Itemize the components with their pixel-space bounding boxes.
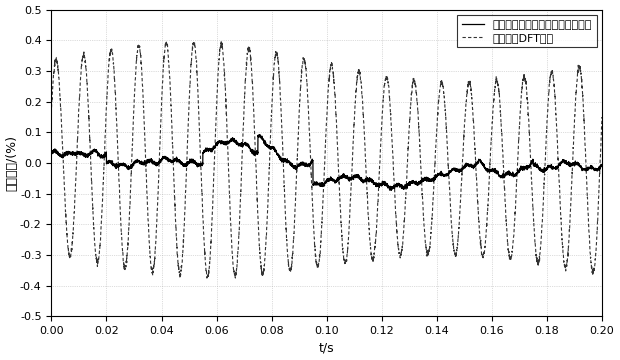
混合递推DFT算法 <box>448 225 456 229</box>
Y-axis label: 幅値误差/(%): 幅値误差/(%) <box>6 135 19 191</box>
混合递推DFT算法 <box>284 251 291 255</box>
基于三次样条插値的同步相量算法 <box>256 132 264 137</box>
混合递推DFT算法 <box>598 116 606 120</box>
混合递推DFT算法 <box>309 219 317 223</box>
Line: 基于三次样条插値的同步相量算法: 基于三次样条插値的同步相量算法 <box>51 135 602 190</box>
基于三次样条插値的同步相量算法 <box>48 150 55 154</box>
混合递推DFT算法 <box>554 159 562 163</box>
混合递推DFT算法 <box>48 105 55 110</box>
混合递推DFT算法 <box>190 39 198 44</box>
基于三次样条插値的同步相量算法 <box>554 165 562 170</box>
基于三次样条插値的同步相量算法 <box>279 156 286 160</box>
Legend: 基于三次样条插値的同步相量算法, 混合递推DFT算法: 基于三次样条插値的同步相量算法, 混合递推DFT算法 <box>457 15 596 47</box>
混合递推DFT算法 <box>279 155 286 159</box>
混合递推DFT算法 <box>582 148 589 152</box>
Line: 混合递推DFT算法: 混合递推DFT算法 <box>51 41 602 278</box>
基于三次样条插値的同步相量算法 <box>309 183 317 187</box>
基于三次样条插値的同步相量算法 <box>582 167 589 171</box>
基于三次样条插値的同步相量算法 <box>598 163 606 167</box>
基于三次样条插値的同步相量算法 <box>448 169 456 173</box>
基于三次样条插値的同步相量算法 <box>283 157 291 161</box>
混合递推DFT算法 <box>203 276 211 280</box>
X-axis label: t/s: t/s <box>319 341 335 355</box>
基于三次样条插値的同步相量算法 <box>388 188 395 193</box>
